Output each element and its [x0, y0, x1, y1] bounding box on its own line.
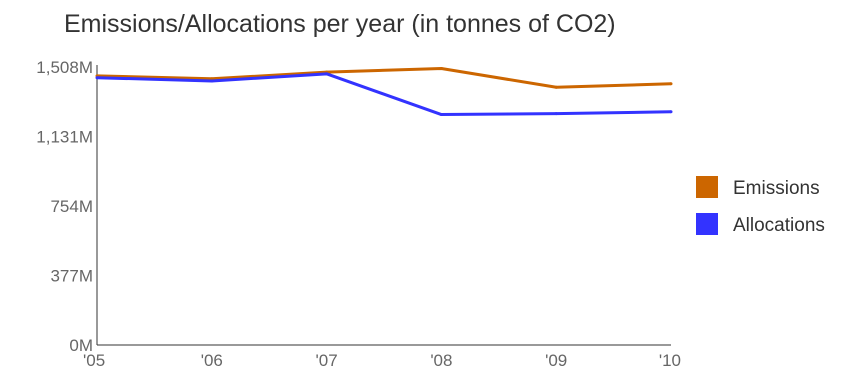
chart-title: Emissions/Allocations per year (in tonne…: [64, 10, 616, 38]
y-tick-label: 1,508M: [36, 58, 93, 77]
y-axis-ticks: 0M 377M 754M 1,131M 1,508M: [36, 58, 93, 355]
data-point-emissions: [439, 66, 443, 70]
legend-swatch-emissions: [696, 176, 718, 198]
x-tick-label: '06: [201, 351, 223, 370]
chart-series: [95, 66, 673, 117]
series-line-allocations: [96, 72, 672, 117]
chart-axes: [96, 65, 671, 346]
x-tick-label: '08: [430, 351, 452, 370]
data-point-allocations: [439, 113, 443, 117]
data-point-emissions: [554, 85, 558, 89]
x-axis-ticks: '05 '06 '07 '08 '09 '10: [83, 351, 681, 370]
chart-legend[interactable]: Emissions Allocations: [696, 176, 825, 236]
x-tick-label: '10: [659, 351, 681, 370]
data-point-allocations: [95, 76, 99, 80]
y-tick-label: 377M: [50, 267, 93, 286]
legend-label-allocations: Allocations: [733, 215, 825, 236]
legend-item-emissions[interactable]: Emissions: [696, 176, 820, 199]
x-tick-label: '05: [83, 351, 105, 370]
legend-item-allocations[interactable]: Allocations: [696, 213, 825, 236]
legend-label-emissions: Emissions: [733, 178, 820, 199]
y-tick-label: 1,131M: [36, 128, 93, 147]
data-point-emissions: [669, 82, 673, 86]
legend-swatch-allocations: [696, 213, 718, 235]
x-tick-label: '09: [545, 351, 567, 370]
x-tick-label: '07: [316, 351, 338, 370]
data-point-allocations: [210, 79, 214, 83]
y-tick-label: 0M: [69, 336, 93, 355]
y-tick-label: 754M: [50, 197, 93, 216]
data-point-allocations: [325, 72, 329, 76]
series-line-emissions: [96, 66, 672, 89]
data-point-allocations: [554, 112, 558, 116]
data-point-allocations: [669, 110, 673, 114]
